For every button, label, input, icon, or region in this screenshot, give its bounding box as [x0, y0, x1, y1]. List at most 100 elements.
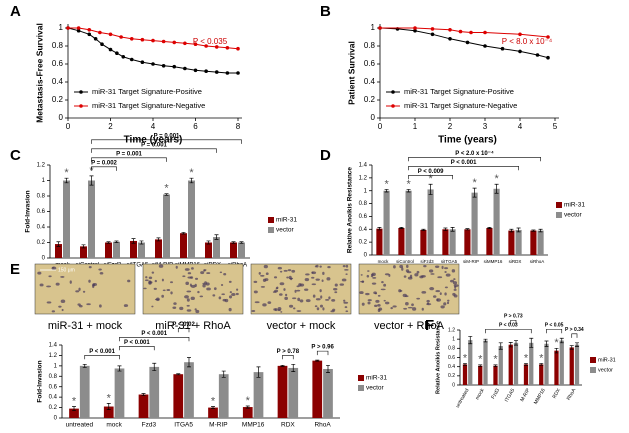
y-tick-label: 0.6	[364, 59, 376, 68]
error-bar	[64, 177, 69, 184]
cell	[344, 268, 349, 271]
comparison-bracket	[546, 328, 563, 334]
comparison-label: P < 0.03	[499, 323, 518, 329]
significance-star: *	[384, 178, 389, 190]
cell	[371, 272, 376, 277]
cell	[444, 270, 447, 273]
y-axis-label: Fold-Invasion	[37, 360, 44, 402]
bar	[537, 230, 544, 255]
y-tick-label: 0.4	[359, 227, 368, 233]
x-tick-label: siMMP16	[484, 259, 503, 264]
survival-point	[518, 49, 522, 54]
legend-label: miR-31 Target Signature-Positive	[404, 87, 514, 96]
cell	[345, 264, 349, 268]
error-bar	[377, 227, 382, 231]
cell	[204, 281, 207, 285]
survival-point	[204, 44, 208, 48]
survival-point	[193, 68, 198, 73]
cell	[179, 306, 184, 311]
comparison-label: P > 0.34	[565, 327, 584, 333]
bar	[449, 229, 456, 255]
bar	[483, 340, 488, 385]
cell	[416, 270, 420, 274]
x-tick-label: 1	[413, 122, 418, 131]
y-axis-label: Metastasis-Free Survival	[34, 23, 44, 123]
comparison-bracket	[177, 327, 190, 333]
cell	[412, 307, 417, 311]
bar	[277, 365, 288, 418]
bar	[238, 242, 245, 258]
bar	[468, 340, 473, 385]
cell	[283, 269, 288, 272]
axes	[61, 345, 340, 419]
survival-point	[87, 28, 92, 32]
cell	[393, 265, 396, 269]
bar	[138, 394, 149, 418]
error-bar	[509, 228, 514, 233]
cell	[82, 290, 86, 293]
y-tick-label: 1.2	[49, 353, 58, 359]
y-tick-label: 0.2	[49, 405, 58, 411]
cell	[304, 288, 309, 291]
survival-point	[161, 39, 166, 44]
legend-label: miR-31 Target Signature-Negative	[92, 101, 205, 110]
survival-point	[183, 66, 187, 71]
cell	[173, 302, 177, 305]
y-axis-label: Relative Anoikis Resistance	[347, 167, 354, 253]
cell	[360, 274, 363, 276]
survival-point	[140, 60, 145, 64]
cell	[383, 299, 386, 302]
panel-label: F	[425, 317, 434, 334]
cell	[273, 308, 277, 311]
cell	[274, 289, 279, 293]
cell	[452, 281, 458, 285]
x-tick-label: M-RIP	[519, 387, 532, 403]
bar	[79, 365, 90, 418]
significance-star: *	[478, 354, 483, 366]
bar	[218, 374, 229, 418]
comparison-label: P = 0.001	[141, 142, 167, 148]
error-bar	[214, 234, 219, 240]
bar	[163, 194, 170, 258]
cell	[258, 272, 261, 275]
survival-point	[76, 28, 81, 33]
cell	[264, 278, 269, 282]
error-bar	[176, 373, 181, 376]
cell	[325, 298, 330, 301]
micrograph	[142, 263, 244, 315]
y-tick-label: 1	[371, 23, 376, 32]
legend-marker	[391, 90, 395, 94]
cell	[170, 291, 173, 295]
cell	[305, 299, 311, 303]
cell	[367, 301, 371, 305]
x-tick-label: RDX	[552, 387, 563, 400]
cell	[416, 297, 421, 300]
significance-star: *	[539, 352, 544, 364]
cell	[284, 296, 288, 300]
cell	[345, 310, 349, 313]
survival-point	[129, 57, 134, 62]
survival-point	[115, 51, 119, 55]
cell	[148, 280, 152, 284]
legend-swatch	[268, 227, 274, 233]
error-bar	[478, 364, 483, 368]
y-tick-label: 0	[452, 382, 455, 388]
cell	[267, 301, 272, 305]
x-tick-label: siITGA5	[127, 263, 149, 269]
cell	[296, 289, 301, 292]
cell	[195, 309, 200, 314]
cell	[292, 297, 297, 300]
cell	[436, 298, 439, 302]
image-caption: miR-31 + mock	[48, 320, 123, 332]
survival-point	[458, 29, 463, 34]
significance-star: *	[494, 173, 499, 185]
bar	[184, 362, 194, 418]
bar	[323, 368, 333, 418]
cell	[298, 283, 302, 287]
cell	[315, 278, 320, 281]
x-tick-label: mock	[106, 422, 122, 429]
cell	[279, 293, 283, 296]
significance-star: *	[64, 167, 69, 179]
cell	[320, 295, 323, 299]
cell	[374, 304, 378, 308]
